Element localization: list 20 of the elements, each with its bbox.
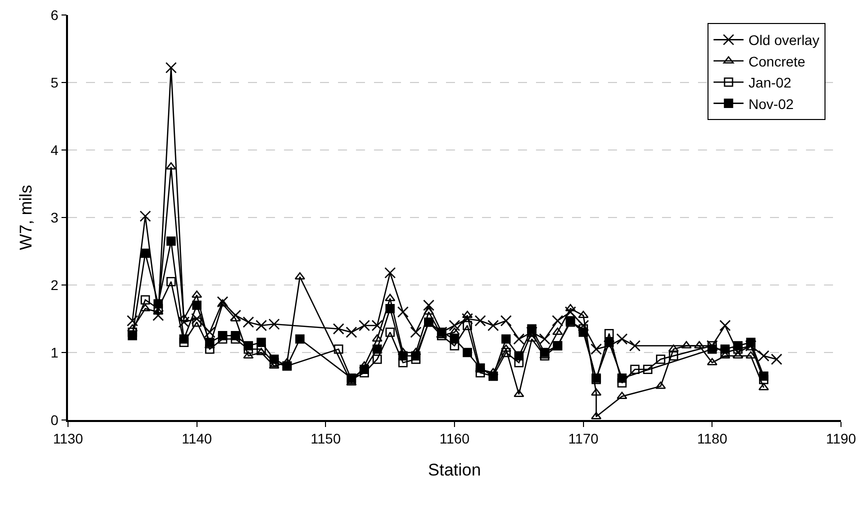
y-tick-label: 6 bbox=[50, 6, 59, 23]
y-tick-label: 3 bbox=[50, 209, 59, 226]
y-tick-label: 0 bbox=[50, 412, 59, 428]
legend-label: Jan-02 bbox=[748, 74, 792, 91]
y-tick-label: 4 bbox=[50, 142, 59, 158]
y-tick-label: 1 bbox=[50, 344, 59, 360]
legend-label: Nov-02 bbox=[748, 96, 794, 112]
x-tick-label: 1130 bbox=[52, 430, 84, 447]
y-tick-label: 5 bbox=[50, 74, 59, 90]
x-tick-label: 1190 bbox=[826, 430, 856, 447]
legend-label: Concrete bbox=[748, 53, 806, 70]
x-axis-title: Station bbox=[428, 460, 481, 480]
x-tick-label: 1170 bbox=[568, 430, 599, 447]
x-tick-label: 1140 bbox=[182, 430, 212, 447]
y-tick-label: 2 bbox=[50, 276, 59, 293]
x-tick-label: 1160 bbox=[439, 430, 470, 447]
y-axis-title: W7, mils bbox=[16, 184, 36, 250]
legend-label: Old overlay bbox=[748, 32, 820, 48]
x-tick-label: 1180 bbox=[697, 430, 728, 447]
x-tick-label: 1150 bbox=[310, 430, 341, 447]
